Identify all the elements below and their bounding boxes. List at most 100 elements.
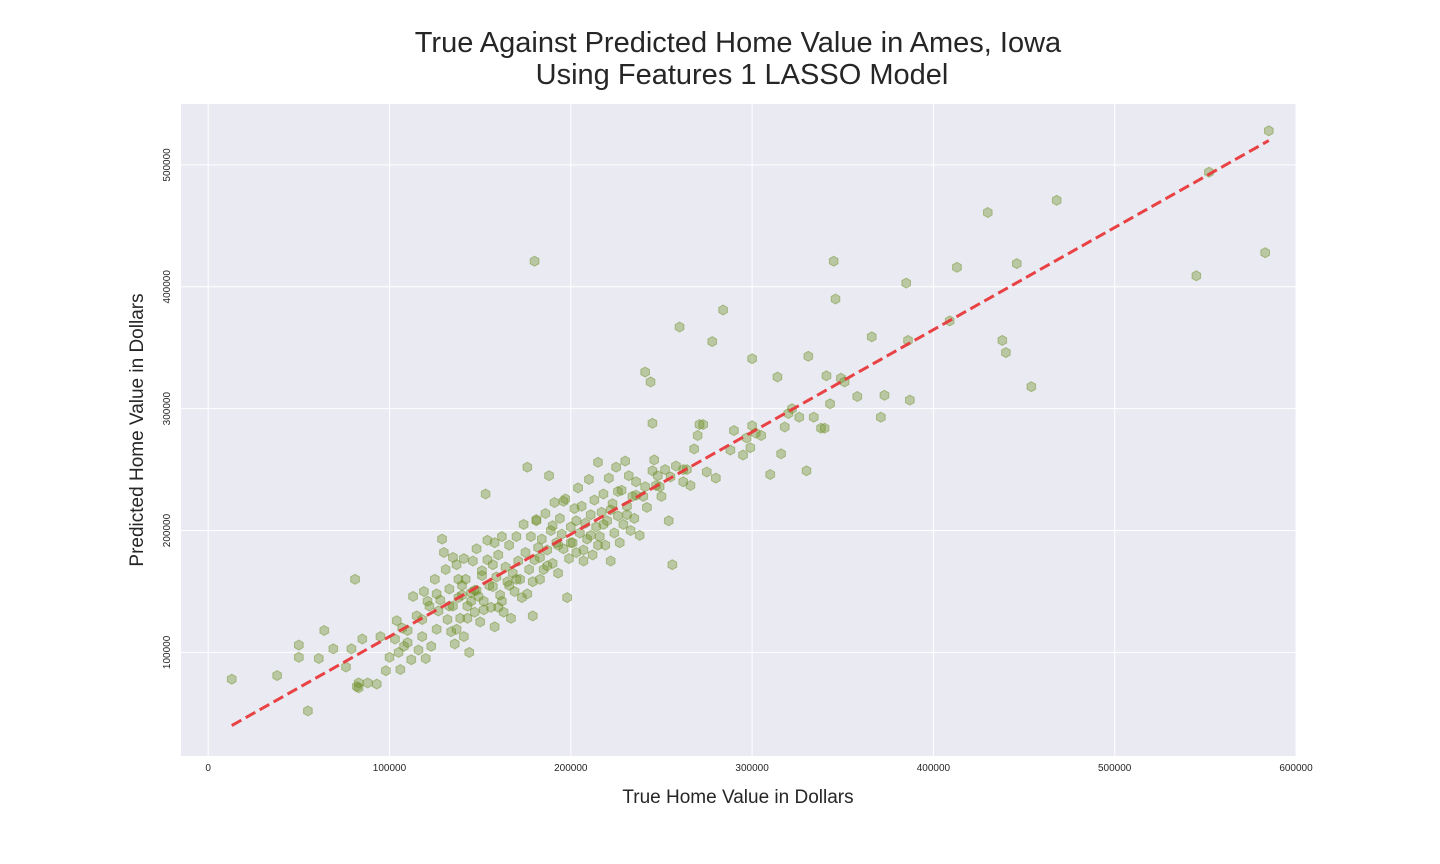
data-point (393, 646, 404, 658)
data-point (738, 449, 748, 461)
data-point (546, 524, 556, 537)
data-point (694, 418, 705, 431)
data-point (518, 518, 529, 530)
data-point (611, 461, 621, 473)
x-axis-label: True Home Value in Dollars (622, 787, 853, 808)
data-point (402, 637, 413, 649)
x-tick-label: 400000 (917, 763, 951, 774)
data-point (547, 520, 558, 532)
data-point (578, 544, 589, 556)
data-point (598, 518, 609, 530)
data-point (352, 680, 362, 693)
data-point (866, 331, 877, 343)
data-point (522, 588, 533, 600)
data-point (707, 336, 717, 348)
data-point (459, 631, 469, 643)
data-point (585, 509, 596, 521)
data-point (598, 488, 609, 500)
x-tick-label: 0 (205, 763, 211, 774)
reference-line (231, 139, 1270, 727)
data-point (478, 595, 489, 607)
data-point (482, 554, 493, 566)
data-point (578, 555, 589, 567)
data-point (647, 417, 658, 429)
data-point (663, 515, 674, 527)
data-point (571, 515, 582, 527)
data-point (1191, 270, 1202, 282)
data-point (430, 573, 440, 585)
data-point (745, 442, 756, 454)
data-point (486, 601, 496, 613)
data-point (375, 631, 386, 643)
data-point (547, 557, 558, 569)
data-point (511, 573, 522, 585)
data-point (595, 531, 605, 543)
data-point (413, 644, 424, 656)
data-point (747, 353, 757, 365)
data-point (515, 573, 525, 585)
data-point (431, 588, 442, 600)
data-point (451, 623, 462, 635)
data-point (537, 533, 547, 545)
data-point (471, 543, 482, 555)
y-tick-label: 400000 (162, 270, 173, 304)
data-point (649, 454, 659, 466)
data-point (678, 476, 688, 488)
data-point (448, 551, 458, 563)
data-point (469, 606, 480, 618)
data-points (226, 125, 1274, 717)
data-point (406, 654, 417, 666)
data-point (674, 321, 685, 333)
data-point (997, 334, 1008, 346)
data-point (585, 529, 596, 541)
data-point (667, 559, 678, 571)
data-point (517, 592, 527, 604)
data-point (952, 261, 962, 273)
y-tick-label: 200000 (162, 513, 173, 547)
data-point (391, 615, 402, 627)
data-point (353, 677, 364, 689)
data-point (381, 665, 391, 677)
y-tick-label: 300000 (162, 392, 173, 426)
data-point (629, 512, 640, 524)
data-point (477, 565, 487, 577)
data-point (718, 304, 728, 316)
data-point (614, 537, 625, 549)
data-point (466, 595, 476, 607)
data-point (399, 640, 409, 652)
data-point (526, 531, 536, 543)
data-point (540, 507, 551, 520)
data-point (504, 579, 514, 591)
y-tick-labels: 100000 200000 300000 400000 500000 (162, 148, 173, 669)
data-point (294, 639, 304, 651)
data-point (489, 537, 500, 549)
data-point (698, 418, 708, 431)
data-point (779, 421, 790, 433)
data-point (604, 472, 614, 484)
data-point (527, 610, 538, 622)
x-gridlines (207, 104, 1297, 756)
data-point (455, 612, 465, 624)
data-point (328, 643, 339, 655)
data-point (582, 533, 592, 545)
data-point (464, 646, 475, 658)
data-point (634, 529, 645, 541)
data-point (420, 652, 431, 665)
data-point (821, 370, 832, 382)
data-point (564, 553, 574, 565)
data-point (531, 515, 542, 527)
data-point (473, 590, 484, 602)
y-axis-label: Predicted Home Value in Dollars (127, 293, 148, 566)
data-point (549, 496, 560, 509)
data-point (488, 581, 498, 593)
data-point (602, 515, 612, 527)
data-point (631, 476, 641, 488)
data-point (569, 503, 580, 515)
data-point (808, 411, 819, 423)
data-point (419, 585, 429, 598)
data-point (353, 682, 364, 694)
data-point (879, 389, 890, 401)
data-point (803, 350, 814, 362)
data-point (527, 576, 538, 588)
data-point (272, 670, 282, 682)
